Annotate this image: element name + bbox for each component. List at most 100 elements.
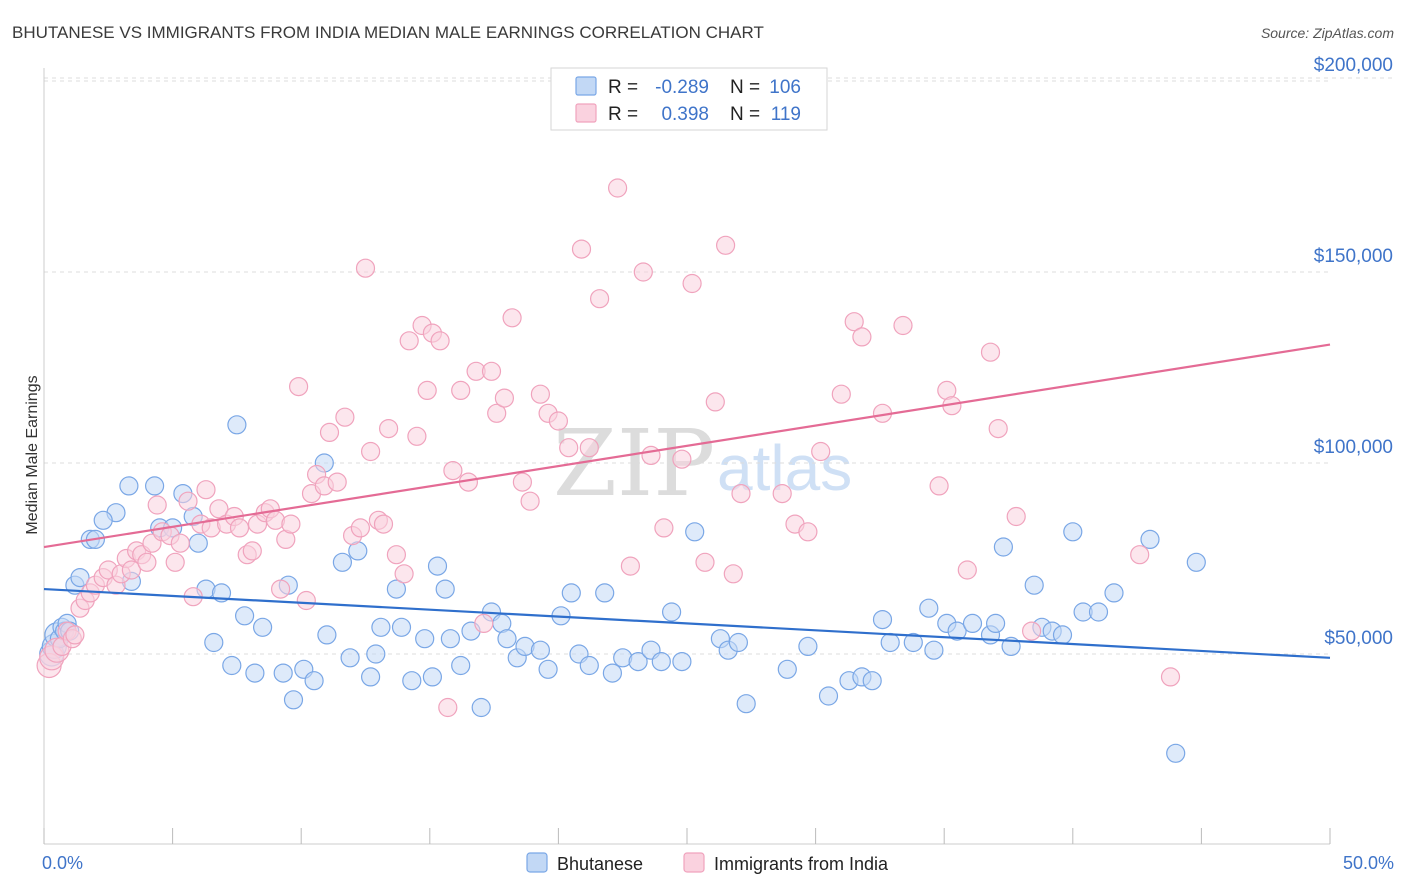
india-point-78 bbox=[520, 491, 540, 511]
india-point-51 bbox=[335, 407, 355, 427]
legend-swatch-india bbox=[575, 103, 597, 123]
bhutanese-point-96 bbox=[1024, 575, 1044, 595]
india-point-67 bbox=[438, 697, 458, 718]
india-point-115 bbox=[1130, 545, 1150, 565]
bhutanese-point-42 bbox=[371, 617, 391, 637]
india-point-114 bbox=[1021, 621, 1042, 641]
bhutanese-point-45 bbox=[402, 671, 422, 691]
india-point-74 bbox=[487, 403, 507, 423]
bhutanese-trend-line bbox=[43, 587, 1331, 659]
india-point-60 bbox=[394, 564, 414, 584]
legend-n-value-india: 119 bbox=[771, 104, 801, 125]
india-point-53 bbox=[350, 518, 370, 538]
india-point-97 bbox=[731, 484, 751, 504]
bhutanese-point-80 bbox=[818, 686, 839, 706]
legend-n-label-bhutanese: N = bbox=[730, 77, 760, 98]
india-point-84 bbox=[579, 438, 599, 458]
bhutanese-point-50 bbox=[440, 629, 460, 649]
india-point-96 bbox=[723, 564, 743, 584]
series-legend-label-bhutanese: Bhutanese bbox=[557, 854, 643, 874]
india-point-49 bbox=[319, 422, 340, 442]
scatter-points bbox=[36, 178, 1206, 763]
bhutanese-point-88 bbox=[924, 640, 944, 660]
legend-r-label-india: R = bbox=[608, 104, 638, 125]
bhutanese-point-70 bbox=[651, 651, 671, 672]
series-legend-swatch-bhutanese bbox=[526, 852, 548, 873]
bhutanese-point-84 bbox=[872, 609, 893, 630]
legend-n-label-india: N = bbox=[730, 104, 760, 125]
india-point-85 bbox=[589, 289, 610, 309]
india-point-68 bbox=[443, 461, 463, 481]
bhutanese-point-14 bbox=[119, 476, 139, 496]
bhutanese-point-105 bbox=[1166, 743, 1186, 763]
y-tick-label-3: $200,000 bbox=[1314, 55, 1393, 76]
india-point-94 bbox=[705, 392, 725, 412]
india-point-59 bbox=[386, 545, 406, 565]
india-point-90 bbox=[654, 518, 674, 538]
india-point-91 bbox=[672, 449, 692, 469]
bhutanese-point-27 bbox=[235, 606, 255, 626]
india-point-31 bbox=[209, 499, 229, 519]
bhutanese-point-34 bbox=[304, 671, 324, 691]
india-trend-line bbox=[43, 343, 1331, 549]
india-point-50 bbox=[327, 472, 347, 492]
india-point-81 bbox=[548, 411, 569, 431]
bhutanese-point-9 bbox=[70, 567, 90, 588]
axes bbox=[43, 68, 1331, 845]
india-point-88 bbox=[633, 262, 653, 282]
legend-r-value-bhutanese: -0.289 bbox=[655, 77, 709, 98]
india-point-26 bbox=[178, 491, 198, 511]
india-point-64 bbox=[417, 380, 437, 400]
bhutanese-point-46 bbox=[415, 629, 435, 649]
india-point-72 bbox=[474, 613, 494, 634]
india-point-111 bbox=[980, 342, 1001, 362]
bhutanese-point-73 bbox=[685, 522, 705, 542]
x-tick-label-left: 0.0% bbox=[42, 853, 83, 873]
bhutanese-point-102 bbox=[1088, 602, 1109, 622]
bhutanese-point-56 bbox=[497, 629, 517, 649]
y-tick-label-2: $150,000 bbox=[1314, 246, 1393, 267]
india-point-6 bbox=[65, 625, 85, 645]
india-point-73 bbox=[481, 361, 502, 381]
india-point-103 bbox=[844, 312, 864, 332]
bhutanese-point-13 bbox=[93, 510, 113, 530]
bhutanese-point-30 bbox=[273, 663, 293, 683]
india-point-69 bbox=[451, 380, 471, 400]
bhutanese-point-85 bbox=[880, 632, 900, 653]
bhutanese-point-36 bbox=[317, 625, 337, 645]
bhutanese-point-26 bbox=[227, 415, 247, 435]
bhutanese-point-71 bbox=[661, 602, 682, 622]
bhutanese-point-16 bbox=[145, 476, 165, 496]
bhutanese-point-47 bbox=[422, 667, 442, 687]
legend-swatch-bhutanese bbox=[575, 76, 597, 96]
india-point-92 bbox=[682, 273, 702, 294]
bhutanese-point-49 bbox=[435, 579, 455, 599]
bhutanese-point-94 bbox=[993, 537, 1014, 557]
india-point-21 bbox=[147, 495, 167, 515]
india-point-104 bbox=[852, 327, 872, 347]
india-point-113 bbox=[1006, 506, 1026, 527]
x-tick-label-right: 50.0% bbox=[1343, 853, 1394, 873]
bhutanese-point-72 bbox=[672, 651, 692, 672]
india-point-25 bbox=[170, 533, 190, 553]
india-point-45 bbox=[296, 590, 316, 611]
india-point-116 bbox=[1160, 667, 1181, 687]
legend-n-value-bhutanese: 106 bbox=[769, 77, 801, 98]
bhutanese-point-23 bbox=[204, 632, 224, 653]
bhutanese-point-90 bbox=[947, 621, 967, 641]
bhutanese-point-25 bbox=[222, 655, 242, 676]
india-point-98 bbox=[772, 484, 792, 504]
india-point-77 bbox=[512, 472, 533, 492]
series-legend-swatch-india bbox=[683, 852, 705, 873]
india-point-62 bbox=[407, 426, 427, 446]
india-point-101 bbox=[811, 441, 831, 462]
y-tick-label-1: $100,000 bbox=[1314, 437, 1393, 458]
india-point-66 bbox=[430, 331, 450, 351]
bhutanese-point-41 bbox=[366, 644, 386, 664]
india-point-54 bbox=[355, 258, 376, 278]
india-point-102 bbox=[831, 384, 851, 404]
india-point-61 bbox=[399, 331, 419, 351]
india-point-44 bbox=[289, 377, 309, 397]
bhutanese-point-37 bbox=[332, 552, 352, 572]
